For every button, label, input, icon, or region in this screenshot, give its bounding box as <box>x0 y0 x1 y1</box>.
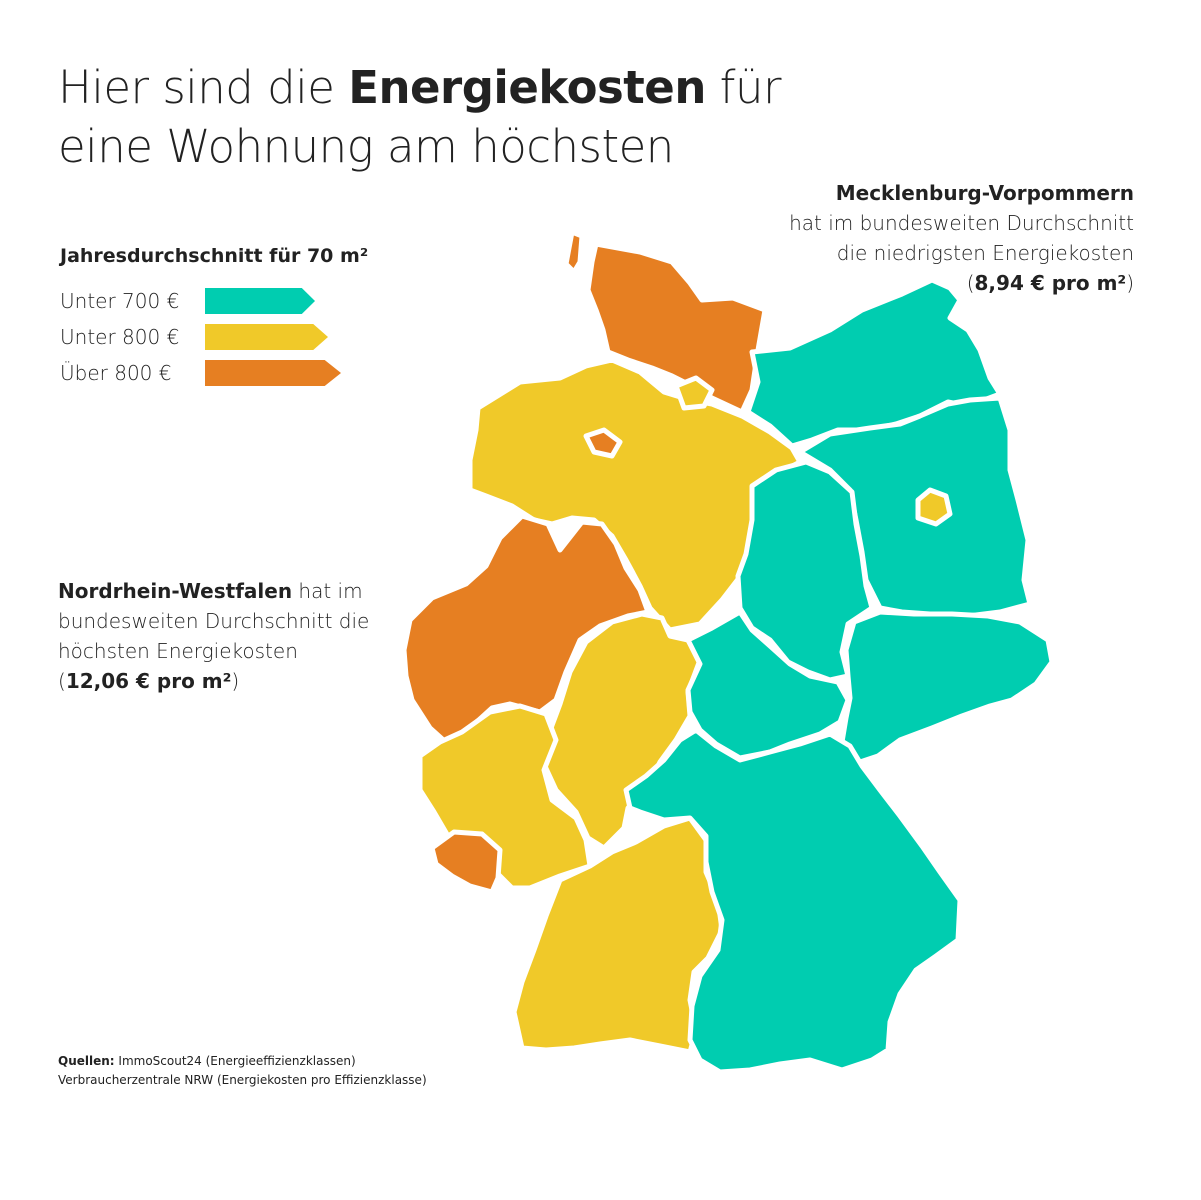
callout-nrw-value: 12,06 € pro m² <box>65 669 232 693</box>
state-schleswig-holstein-island <box>563 229 585 275</box>
title-line2: eine Wohnung am höchsten <box>58 120 674 173</box>
sources-line2: Verbraucherzentrale NRW (Energiekosten p… <box>58 1073 427 1087</box>
callout-nordrhein-westfalen: Nordrhein-Westfalen hat im bundesweiten … <box>58 576 369 696</box>
state-schleswig-holstein <box>585 241 768 415</box>
sources-text1: ImmoScout24 (Energieeffizienzklassen) <box>114 1054 356 1068</box>
sources-label: Quellen: <box>58 1054 115 1068</box>
page-title: Hier sind die Energiekosten für eine Woh… <box>58 58 782 176</box>
callout-mv-value: 8,94 € pro m² <box>974 271 1127 295</box>
legend-label-high: Über 800 € <box>60 361 172 385</box>
callout-nrw-name: Nordrhein-Westfalen <box>58 579 293 603</box>
state-hamburg <box>673 375 715 411</box>
legend-arrow-low <box>205 288 315 314</box>
legend-item-low: Unter 700 € <box>60 283 368 319</box>
callout-nrw-line2: bundesweiten Durchschnitt die <box>58 609 370 633</box>
legend: Jahresdurchschnitt für 70 m² Unter 700 €… <box>60 245 368 391</box>
state-sachsen <box>839 609 1055 765</box>
state-thueringen <box>685 609 851 761</box>
state-bremen <box>583 427 623 459</box>
title-part2: für <box>705 61 782 114</box>
legend-item-mid: Unter 800 € <box>60 319 368 355</box>
sources-line1: Quellen: ImmoScout24 (Energieeffizienzkl… <box>58 1052 427 1071</box>
sources: Quellen: ImmoScout24 (Energieeffizienzkl… <box>58 1052 427 1090</box>
callout-mv-name: Mecklenburg-Vorpommern <box>835 181 1134 205</box>
callout-mv-line2: die niedrigsten Energiekosten <box>836 241 1134 265</box>
callout-mecklenburg-vorpommern: Mecklenburg-Vorpommern hat im bundesweit… <box>789 178 1134 298</box>
callout-mv-value-line: (8,94 € pro m²) <box>966 271 1134 295</box>
callout-nrw-line1: Nordrhein-Westfalen hat im <box>58 576 369 606</box>
legend-item-high: Über 800 € <box>60 355 368 391</box>
legend-arrow-mid <box>205 324 328 350</box>
callout-nrw-value-line: (12,06 € pro m²) <box>58 669 240 693</box>
state-saarland <box>429 829 503 895</box>
state-berlin <box>915 487 953 527</box>
legend-label-low: Unter 700 € <box>60 289 180 313</box>
state-hessen <box>541 611 703 851</box>
title-part1: Hier sind die <box>58 61 349 114</box>
state-bayern <box>623 727 963 1075</box>
legend-arrow-high <box>205 360 341 386</box>
callout-nrw-line3: höchsten Energiekosten <box>58 639 298 663</box>
legend-label-mid: Unter 800 € <box>60 325 180 349</box>
callout-nrw-line1-rest: hat im <box>292 579 363 603</box>
title-bold: Energiekosten <box>348 61 706 114</box>
callout-mv-line1: hat im bundesweiten Durchschnitt <box>789 211 1134 235</box>
legend-heading: Jahresdurchschnitt für 70 m² <box>60 245 369 267</box>
